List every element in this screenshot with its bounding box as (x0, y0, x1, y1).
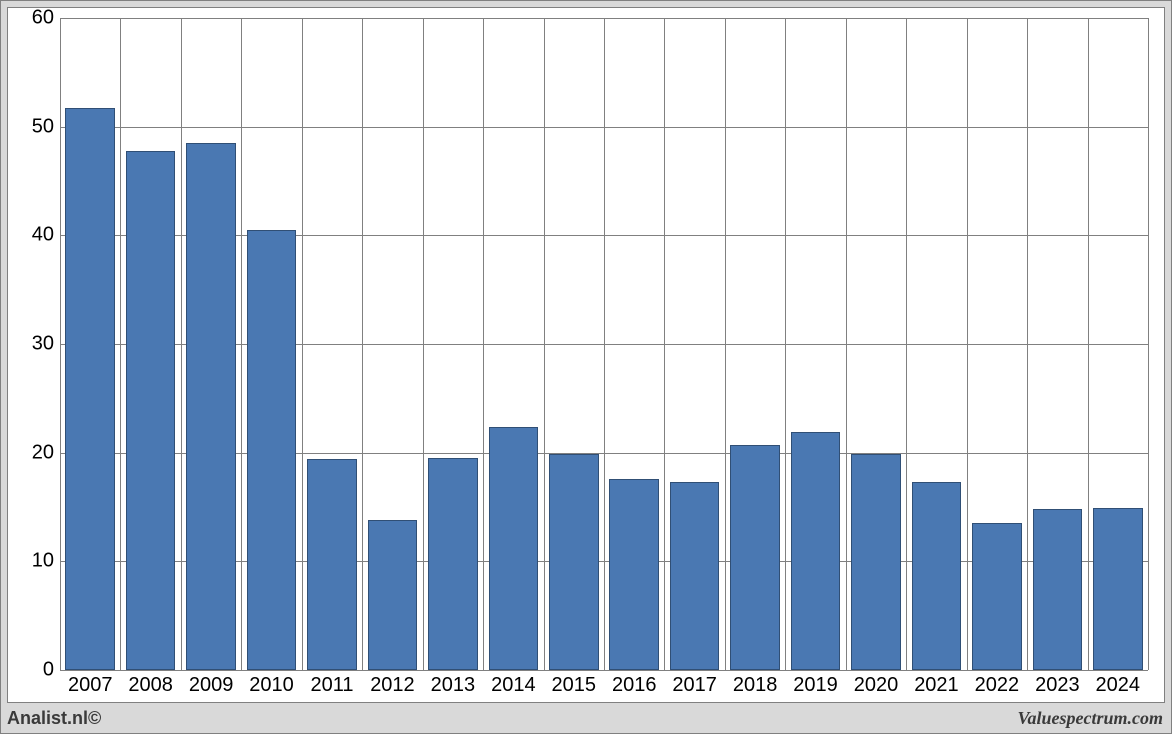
gridline-vertical (1148, 18, 1149, 670)
chart-frame: 0 10 20 30 40 50 60 2007 2008 2009 2010 2011 2012 201… (0, 0, 1172, 734)
gridline-vertical (664, 18, 665, 670)
bar (730, 445, 780, 670)
gridline-vertical (362, 18, 363, 670)
gridline-vertical (302, 18, 303, 670)
bar (912, 482, 962, 670)
gridline-vertical (120, 18, 121, 670)
gridline-vertical (725, 18, 726, 670)
bar (791, 432, 841, 670)
plot-container: 0 10 20 30 40 50 60 2007 2008 2009 2010 2011 2012 201… (7, 7, 1165, 703)
gridline-vertical (483, 18, 484, 670)
x-axis-tick-label: 2010 (249, 674, 294, 697)
gridline-horizontal (60, 670, 1148, 671)
y-axis-tick-label: 50 (32, 115, 54, 138)
x-axis-tick-label: 2013 (431, 674, 476, 697)
bar (670, 482, 720, 670)
bar (307, 459, 357, 670)
gridline-vertical (906, 18, 907, 670)
gridline-vertical (241, 18, 242, 670)
gridline-vertical (604, 18, 605, 670)
bar (851, 454, 901, 670)
gridline-vertical (967, 18, 968, 670)
plot-area: 0102030405060200720082009201020112012201… (60, 18, 1148, 670)
bar (247, 230, 297, 670)
footer-right-credit: Valuespectrum.com (1017, 708, 1163, 729)
x-axis-tick-label: 2019 (793, 674, 838, 697)
x-axis-tick-label: 2011 (310, 674, 353, 697)
y-axis-tick-label: 30 (32, 333, 54, 356)
y-axis-tick-label: 40 (32, 224, 54, 247)
x-axis-tick-label: 2007 (68, 674, 113, 697)
x-axis-tick-label: 2018 (733, 674, 778, 697)
bar (428, 458, 478, 670)
y-axis-tick-label: 20 (32, 441, 54, 464)
x-axis-tick-label: 2024 (1096, 674, 1141, 697)
gridline-vertical (1088, 18, 1089, 670)
gridline-vertical (60, 18, 61, 670)
bar (186, 143, 236, 670)
bar (972, 523, 1022, 670)
bar (65, 108, 115, 670)
gridline-vertical (181, 18, 182, 670)
gridline-vertical (846, 18, 847, 670)
x-axis-tick-label: 2016 (612, 674, 657, 697)
x-axis-tick-label: 2020 (854, 674, 899, 697)
bar (1033, 509, 1083, 670)
gridline-vertical (544, 18, 545, 670)
x-axis-tick-label: 2009 (189, 674, 234, 697)
y-axis-tick-label: 0 (43, 659, 54, 682)
bar (609, 479, 659, 670)
x-axis-tick-label: 2023 (1035, 674, 1080, 697)
bar (368, 520, 418, 670)
x-axis-tick-label: 2008 (128, 674, 173, 697)
x-axis-tick-label: 2014 (491, 674, 536, 697)
bar (126, 151, 176, 670)
x-axis-tick-label: 2017 (672, 674, 717, 697)
bar (489, 427, 539, 670)
bar (1093, 508, 1143, 670)
y-axis-tick-label: 10 (32, 550, 54, 573)
x-axis-tick-label: 2021 (914, 674, 959, 697)
footer-left-credit: Analist.nl© (7, 708, 101, 729)
gridline-vertical (1027, 18, 1028, 670)
gridline-vertical (785, 18, 786, 670)
y-axis-tick-label: 60 (32, 7, 54, 30)
x-axis-tick-label: 2022 (975, 674, 1020, 697)
gridline-vertical (423, 18, 424, 670)
x-axis-tick-label: 2015 (552, 674, 597, 697)
bar (549, 454, 599, 670)
x-axis-tick-label: 2012 (370, 674, 415, 697)
